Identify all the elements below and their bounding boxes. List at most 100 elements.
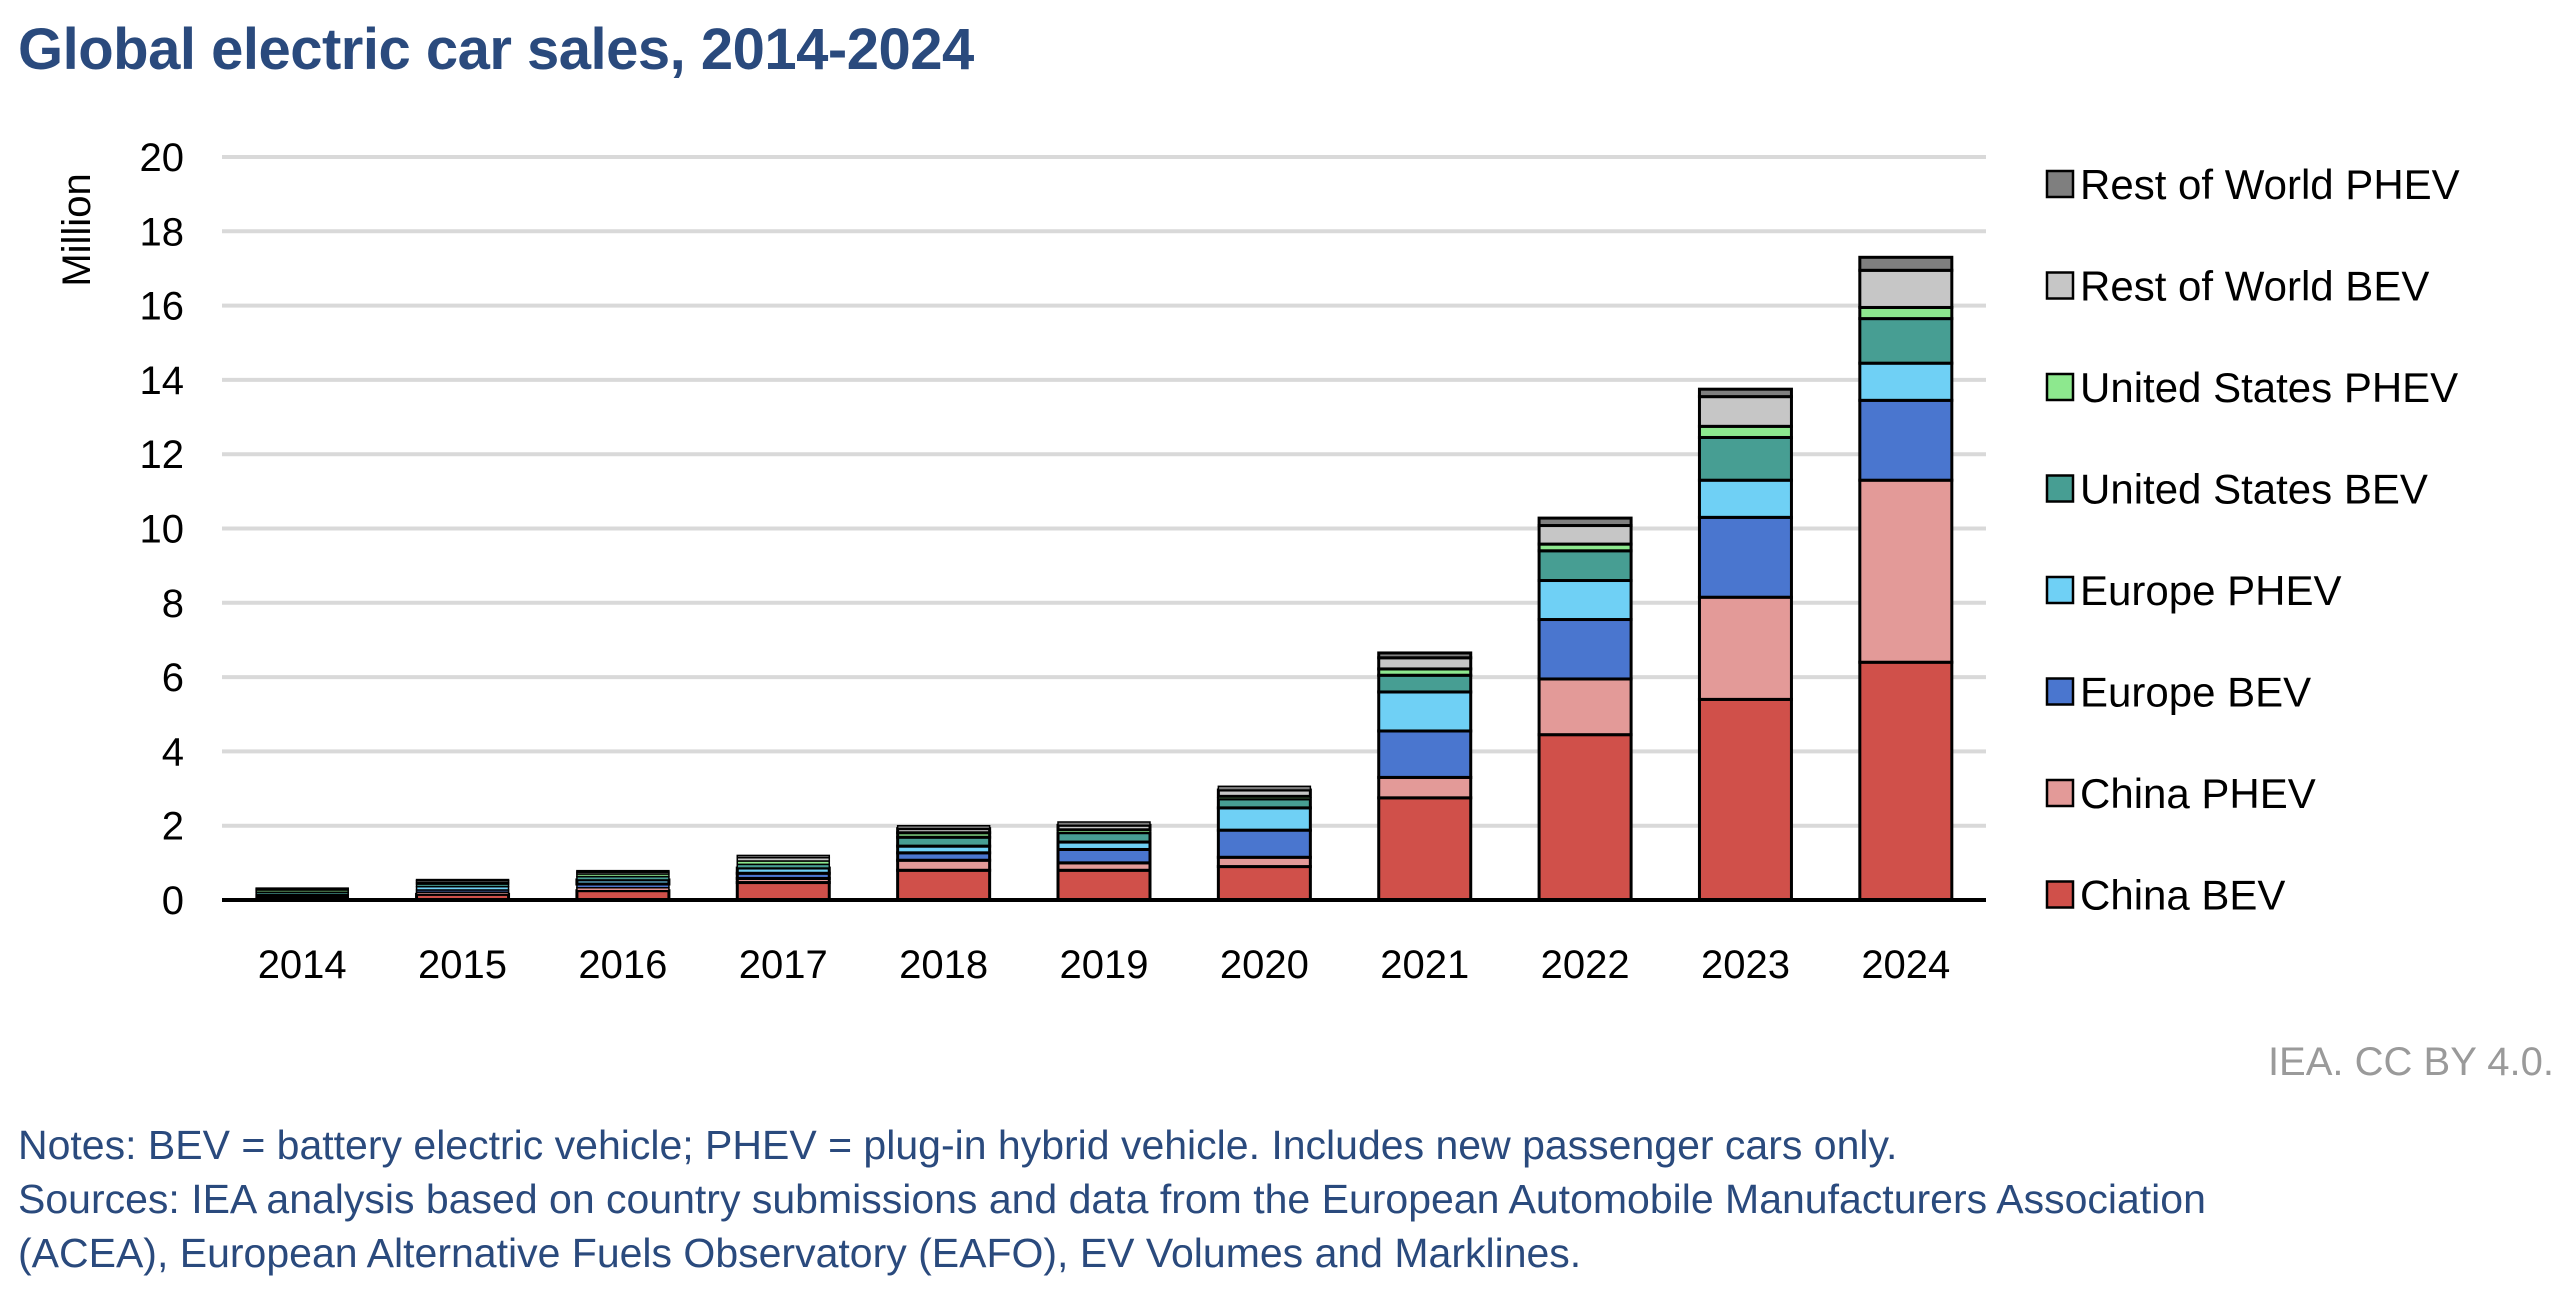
bar-stack-2016 (575, 869, 671, 902)
bar-segment-europe-bev (1056, 847, 1152, 865)
bar-segment-china-bev (1537, 733, 1633, 902)
x-tick-label: 2023 (1701, 943, 1790, 987)
x-tick-label: 2018 (899, 943, 988, 987)
bar-segment-europe-phev (1697, 478, 1793, 519)
y-tick-label: 8 (162, 582, 184, 626)
x-tick-label: 2014 (258, 943, 347, 987)
legend-label-europe-bev: Europe BEV (2080, 669, 2311, 716)
bar-segment-rest-of-world-phev (896, 824, 991, 830)
bar-segment-rest-of-world-phev (1537, 516, 1633, 528)
y-tick-label: 20 (140, 136, 185, 180)
legend: Rest of World PHEV Rest of World BEV Unite… (2045, 161, 2460, 919)
bar-segment-china-phev (896, 858, 992, 872)
legend-swatch-united-states-bev (2045, 474, 2075, 503)
notes-line-2: Sources: IEA analysis based on country s… (18, 1176, 2206, 1222)
legend-swatch-united-states-phev (2045, 372, 2075, 402)
bar-segment-rest-of-world-phev (1858, 255, 1954, 272)
x-tick-label: 2021 (1380, 943, 1469, 987)
bar-segment-united-states-phev (1697, 424, 1793, 439)
bar-segment-rest-of-world-bev (1858, 268, 1954, 309)
y-tick-label: 4 (162, 730, 184, 774)
credit-text: IEA. CC BY 4.0. (2267, 1040, 2554, 1084)
bar-segment-rest-of-world-phev (1217, 785, 1312, 791)
legend-label-rest-of-world-phev: Rest of World PHEV (2080, 161, 2460, 208)
legend-swatch-rest-of-world-bev (2045, 271, 2075, 300)
notes-line-3: (ACEA), European Alternative Fuels Obser… (18, 1230, 1582, 1276)
y-axis-label: Million (55, 173, 99, 286)
bar-segment-europe-bev (1697, 515, 1793, 599)
x-tick-label: 2017 (739, 943, 828, 987)
legend-label-europe-phev: Europe PHEV (2080, 567, 2341, 614)
bar-segment-china-bev (1697, 697, 1793, 902)
legend-label-china-phev: China PHEV (2080, 770, 2316, 817)
bar-segment-united-states-bev (1537, 549, 1633, 583)
bar-segment-europe-bev (1377, 729, 1473, 779)
bar-segment-europe-phev (1537, 579, 1633, 622)
bar-segment-rest-of-world-phev (576, 869, 670, 873)
bar-segment-rest-of-world-phev (1057, 821, 1151, 827)
bar-segment-united-states-bev (1216, 797, 1312, 810)
bar-segment-europe-phev (1216, 806, 1312, 832)
bar-segment-china-bev (735, 881, 831, 902)
bar-segment-europe-phev (1858, 361, 1954, 402)
bar-segment-rest-of-world-phev (255, 887, 349, 890)
y-tick-label: 16 (140, 285, 185, 329)
bar-segment-europe-bev (1216, 828, 1312, 859)
bar-segment-china-bev (1216, 865, 1312, 902)
bar-segment-china-phev (1697, 595, 1793, 701)
legend-label-united-states-bev: United States BEV (2080, 466, 2428, 513)
legend-swatch-china-bev (2045, 880, 2075, 909)
bar-stacks (255, 255, 1954, 902)
bar-segment-united-states-bev (1377, 673, 1473, 694)
bar-segment-china-phev (1858, 478, 1954, 664)
legend-label-china-bev: China BEV (2080, 872, 2285, 919)
y-tick-label: 14 (140, 359, 185, 403)
x-tick-label: 2016 (578, 943, 667, 987)
bar-segment-rest-of-world-phev (1697, 387, 1793, 399)
bar-segment-china-bev (1377, 796, 1473, 902)
bar-segment-rest-of-world-phev (1377, 651, 1473, 660)
bar-segment-united-states-bev (1697, 435, 1793, 482)
bar-stack-2022 (1537, 516, 1633, 902)
bar-segment-rest-of-world-bev (1216, 788, 1312, 798)
notes-line-1: Notes: BEV = battery electric vehicle; P… (18, 1122, 1898, 1168)
y-tick-label: 6 (162, 656, 184, 700)
legend-swatch-rest-of-world-phev (2045, 169, 2075, 199)
bar-segment-china-phev (1537, 677, 1633, 737)
y-tick-label: 18 (140, 210, 185, 254)
y-tick-label: 10 (140, 508, 185, 552)
legend-label-rest-of-world-bev: Rest of World BEV (2080, 263, 2429, 310)
legend-swatch-europe-bev (2045, 677, 2075, 706)
bar-segment-china-phev (1377, 775, 1473, 800)
bar-stack-2020 (1216, 785, 1312, 902)
y-tick-labels: 0 2 4 6 8 10 12 14 16 18 20 (140, 136, 185, 923)
grid-lines (222, 155, 1986, 828)
bar-segment-united-states-bev (1858, 317, 1954, 365)
bar-segment-china-bev (896, 868, 992, 902)
bar-segment-rest-of-world-phev (736, 854, 831, 859)
bar-stack-2023 (1697, 387, 1793, 902)
notes: Notes: BEV = battery electric vehicle; P… (18, 1118, 2548, 1280)
bar-segment-europe-bev (1537, 618, 1633, 681)
x-tick-labels: 2014 2015 2016 2017 2018 2019 2020 2021 2022 2023… (258, 943, 1951, 987)
bar-stack-2018 (896, 824, 992, 902)
x-tick-label: 2022 (1541, 943, 1630, 987)
bar-segment-europe-phev (1377, 690, 1473, 733)
y-tick-label: 2 (162, 805, 184, 849)
bar-segment-rest-of-world-bev (1697, 395, 1793, 428)
bar-segment-united-states-bev (1056, 831, 1152, 844)
bar-stack-2024 (1858, 255, 1954, 902)
y-tick-label: 0 (162, 879, 184, 923)
bar-stack-2017 (735, 854, 831, 902)
y-tick-label: 12 (140, 433, 185, 477)
x-tick-label: 2019 (1060, 943, 1149, 987)
bar-segment-rest-of-world-bev (1537, 524, 1633, 546)
x-tick-label: 2015 (418, 943, 507, 987)
legend-swatch-europe-phev (2045, 575, 2075, 605)
bar-segment-rest-of-world-bev (1377, 656, 1473, 671)
x-tick-label: 2020 (1220, 943, 1309, 987)
bar-segment-china-bev (1858, 660, 1954, 902)
bar-stack-2015 (415, 878, 511, 902)
legend-swatch-china-phev (2045, 778, 2075, 808)
